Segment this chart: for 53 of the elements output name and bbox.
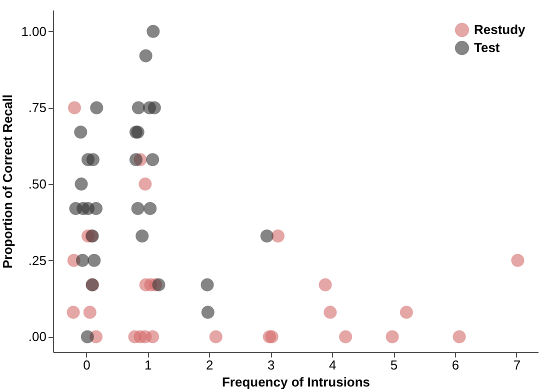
point bbox=[260, 229, 274, 242]
point bbox=[90, 202, 103, 215]
point bbox=[68, 101, 82, 114]
point bbox=[131, 202, 144, 215]
x-tick-label: 3 bbox=[267, 358, 275, 372]
point bbox=[339, 330, 352, 344]
point bbox=[146, 153, 160, 166]
point bbox=[132, 101, 145, 114]
point bbox=[88, 254, 101, 267]
x-tick-label: 0 bbox=[83, 358, 90, 372]
point bbox=[144, 202, 157, 215]
x-tick-label: 2 bbox=[206, 358, 214, 372]
point bbox=[138, 178, 152, 191]
x-tick-label: 7 bbox=[513, 358, 521, 372]
point bbox=[83, 306, 96, 319]
point bbox=[386, 330, 399, 344]
point bbox=[146, 330, 160, 344]
point bbox=[152, 278, 166, 292]
point bbox=[66, 306, 80, 319]
legend-label: Test bbox=[474, 40, 500, 55]
x-tick-label: 4 bbox=[328, 358, 336, 372]
y-tick-label: .50 bbox=[28, 176, 46, 192]
y-tick-label: .75 bbox=[28, 100, 46, 116]
point bbox=[201, 306, 214, 319]
y-tick-label: .25 bbox=[28, 252, 46, 268]
point bbox=[129, 153, 143, 166]
x-axis-title: Frequency of Intrusions bbox=[222, 374, 370, 389]
point bbox=[324, 306, 337, 319]
point bbox=[209, 330, 222, 344]
x-tick-label: 5 bbox=[390, 358, 398, 372]
x-tick-label: 1 bbox=[144, 358, 152, 372]
point bbox=[318, 278, 332, 292]
point bbox=[271, 229, 284, 242]
point bbox=[86, 153, 100, 166]
point bbox=[74, 126, 88, 139]
point bbox=[74, 178, 88, 191]
y-axis-title: Proportion of Correct Recall bbox=[0, 94, 16, 269]
point bbox=[148, 101, 161, 114]
point bbox=[80, 330, 94, 344]
x-tick-label: 6 bbox=[452, 358, 460, 372]
point bbox=[76, 254, 90, 267]
point bbox=[511, 254, 524, 267]
y-tick-label: .00 bbox=[28, 329, 46, 344]
point bbox=[265, 330, 278, 344]
point bbox=[200, 278, 214, 292]
legend-label: Restudy bbox=[474, 22, 526, 37]
y-tick-label: 1.00 bbox=[21, 24, 46, 39]
point bbox=[136, 229, 149, 242]
point bbox=[400, 306, 413, 319]
point bbox=[90, 101, 104, 114]
point bbox=[146, 24, 160, 38]
point bbox=[139, 49, 152, 62]
point bbox=[452, 330, 466, 344]
